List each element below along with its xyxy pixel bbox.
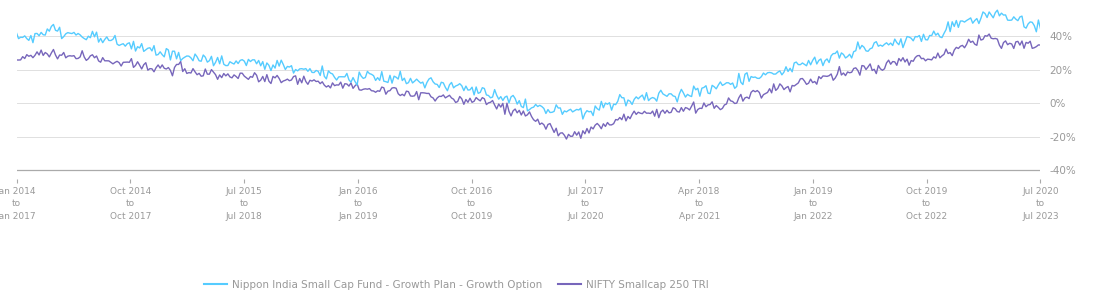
Legend: Nippon India Small Cap Fund - Growth Plan - Growth Option, NIFTY Smallcap 250 TR: Nippon India Small Cap Fund - Growth Pla…: [200, 276, 713, 294]
